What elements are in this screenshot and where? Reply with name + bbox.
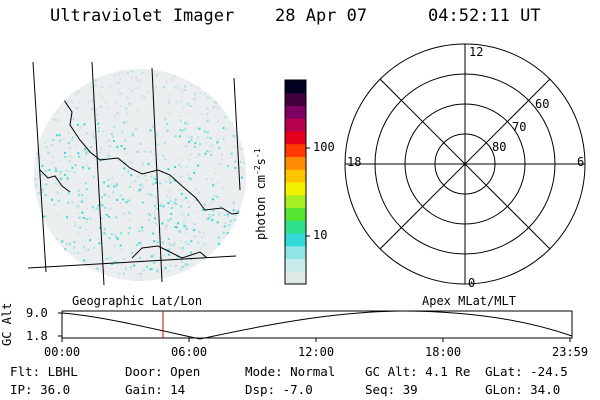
lat-80-label: 80 <box>492 140 507 154</box>
colorbar-segment <box>285 271 306 285</box>
colorbar-tick-10: 10 <box>313 228 328 242</box>
mode-info: Mode: Normal <box>245 364 336 379</box>
filter-info: Flt: LBHL <box>10 364 78 379</box>
mlt-18-label: 18 <box>347 155 362 169</box>
time-label: 04:52:11 UT <box>428 6 541 26</box>
coastline <box>59 71 246 215</box>
orbit-xtick: 18:00 <box>425 345 462 359</box>
uv-image-disk <box>27 61 246 286</box>
meridian-line <box>91 61 105 286</box>
orbit-plot <box>58 310 573 342</box>
mlt-6-label: 6 <box>577 155 585 169</box>
meridian-line <box>151 67 163 283</box>
orbit-left-title: Geographic Lat/Lon <box>72 294 203 308</box>
gain-info: Gain: 14 <box>125 382 186 397</box>
colorbar-segment <box>285 80 306 94</box>
date-label: 28 Apr 07 <box>275 6 368 26</box>
orbit-xtick: 06:00 <box>171 345 208 359</box>
altitude-curve <box>61 310 573 340</box>
colorbar-segment <box>285 207 306 221</box>
coastline <box>39 169 71 193</box>
colorbar-segment <box>285 194 306 208</box>
colorbar-segment <box>285 258 306 272</box>
orbit-ylabel: GC Alt <box>0 302 14 346</box>
colorbar-segment <box>285 169 306 183</box>
lat-70-label: 70 <box>512 120 527 134</box>
colorbar-segment <box>285 233 306 247</box>
gc-alt-info: GC Alt: 4.1 Re <box>365 364 471 379</box>
coastline <box>131 245 213 263</box>
colorbar-segment <box>285 220 306 234</box>
orbit-xtick: 12:00 <box>298 345 335 359</box>
orbit-right-title: Apex MLat/MLT <box>422 294 516 308</box>
meridian-line <box>233 77 241 191</box>
colorbar-tick-100: 100 <box>313 140 335 154</box>
instrument-title: Ultraviolet Imager <box>50 6 235 26</box>
colorbar <box>284 79 310 285</box>
colorbar-segment <box>285 156 306 170</box>
dsp-info: Dsp: -7.0 <box>245 382 313 397</box>
ip-info: IP: 36.0 <box>10 382 71 397</box>
polar-plot <box>344 43 586 285</box>
glon-info: GLon: 34.0 <box>485 382 561 397</box>
orbit-ytick-lo: 1.8 <box>26 329 48 343</box>
colorbar-segment <box>285 143 306 157</box>
glat-info: GLat: -24.5 <box>485 364 568 379</box>
parallel-line <box>27 255 237 269</box>
orbit-xtick: 23:59 <box>552 345 589 359</box>
lat-60-label: 60 <box>535 97 550 111</box>
colorbar-segment <box>285 118 306 132</box>
meridian-line <box>32 61 47 273</box>
colorbar-segment <box>285 245 306 259</box>
colorbar-segment <box>285 131 306 145</box>
colorbar-segment <box>285 92 306 106</box>
colorbar-segment <box>285 182 306 196</box>
orbit-ytick-hi: 9.0 <box>26 306 48 320</box>
door-info: Door: Open <box>125 364 201 379</box>
orbit-xtick: 00:00 <box>44 345 81 359</box>
colorbar-segment <box>285 105 306 119</box>
mlt-0-label: 0 <box>468 276 476 290</box>
colorbar-unit-label: photon cm-2s-1 <box>253 148 268 240</box>
seq-info: Seq: 39 <box>365 382 418 397</box>
mlt-12-label: 12 <box>469 45 484 59</box>
